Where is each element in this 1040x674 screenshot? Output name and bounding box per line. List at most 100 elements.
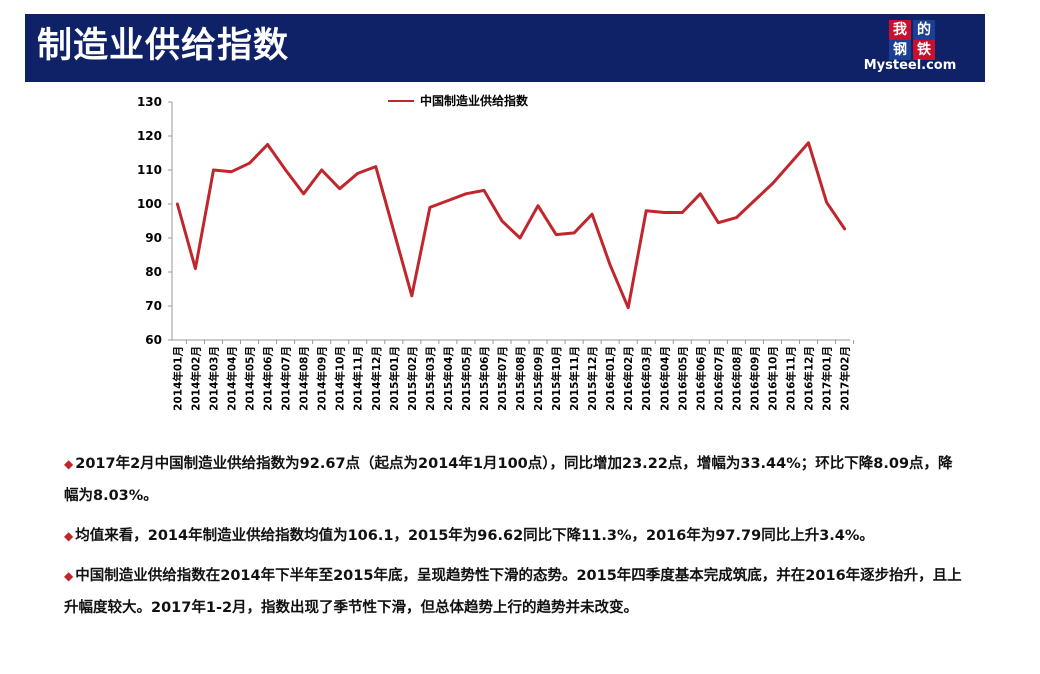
data-point	[320, 168, 323, 172]
data-point	[645, 209, 648, 212]
data-point	[230, 170, 233, 173]
data-point	[554, 233, 558, 236]
note-2: ◆ 均值来看，2014年制造业供给指数均值为106.1，2015年为96.62同比…	[64, 520, 964, 552]
note-text: 中国制造业供给指数在2014年下半年至2015年底，呈现趋势性下滑的态势。201…	[64, 568, 962, 616]
x-tick-label: 2016年02月	[622, 346, 635, 411]
data-point	[194, 267, 197, 270]
y-tick-label: 80	[145, 265, 162, 279]
page-title: 制造业供给指数	[37, 26, 290, 66]
y-tick-label: 120	[137, 129, 162, 143]
x-tick-label: 2015年12月	[586, 346, 599, 411]
data-point	[627, 306, 630, 309]
logo-text: Mysteel.com	[863, 58, 957, 73]
data-point	[843, 227, 846, 231]
data-point	[428, 206, 432, 209]
bullet-icon: ◆	[64, 457, 74, 471]
chart-legend: 中国制造业供给指数	[388, 92, 528, 109]
x-tick-label: 2016年08月	[730, 346, 743, 411]
x-tick-label: 2016年11月	[784, 346, 797, 411]
data-point	[717, 221, 720, 224]
data-point	[284, 168, 287, 172]
data-point	[825, 201, 828, 204]
x-tick-label: 2014年07月	[280, 346, 293, 411]
bullet-icon: ◆	[64, 529, 74, 543]
x-tick-label: 2017年02月	[839, 346, 852, 411]
logo-char-4: 铁	[913, 40, 935, 60]
x-tick-label: 2014年12月	[370, 346, 383, 411]
x-tick-label: 2014年06月	[262, 346, 275, 411]
data-point	[374, 165, 377, 168]
data-point	[608, 264, 612, 267]
data-point	[212, 168, 215, 172]
y-tick-label: 60	[145, 333, 162, 347]
data-point	[266, 143, 269, 146]
x-tick-label: 2015年07月	[496, 346, 509, 411]
data-point	[176, 202, 179, 206]
x-tick-label: 2015年02月	[406, 346, 419, 411]
bullet-icon: ◆	[64, 569, 74, 583]
x-tick-label: 2015年08月	[514, 346, 527, 411]
data-point	[753, 199, 756, 202]
header-bar: 制造业供给指数 我 的 钢 铁 Mysteel.com	[25, 14, 985, 82]
x-tick-label: 2015年06月	[478, 346, 491, 411]
data-point	[590, 213, 594, 216]
data-point	[572, 231, 576, 235]
data-point	[248, 162, 251, 165]
y-tick-label: 110	[137, 163, 162, 177]
note-text: 2017年2月中国制造业供给指数为92.67点（起点为2014年1月100点），…	[64, 456, 953, 504]
x-tick-label: 2016年07月	[712, 346, 725, 411]
x-tick-label: 2016年09月	[748, 346, 761, 411]
x-tick-label: 2017年01月	[821, 346, 834, 411]
x-tick-label: 2014年02月	[189, 346, 202, 411]
data-point	[536, 204, 540, 207]
data-point	[735, 216, 738, 219]
x-tick-label: 2015年01月	[388, 346, 401, 411]
x-tick-label: 2016年12月	[803, 346, 816, 411]
data-point	[699, 192, 702, 195]
data-point	[410, 294, 414, 297]
x-tick-label: 2015年05月	[460, 346, 473, 411]
x-tick-label: 2014年08月	[298, 346, 311, 411]
x-tick-label: 2015年09月	[532, 346, 545, 411]
x-tick-label: 2014年05月	[244, 346, 257, 411]
y-tick-label: 100	[137, 197, 162, 211]
data-point	[500, 219, 504, 223]
note-text: 均值来看，2014年制造业供给指数均值为106.1，2015年为96.62同比下…	[75, 528, 874, 544]
logo-char-1: 我	[889, 20, 911, 40]
data-point	[681, 211, 684, 214]
note-3: ◆ 中国制造业供给指数在2014年下半年至2015年底，呈现趋势性下滑的态势。20…	[64, 560, 964, 624]
x-tick-label: 2016年01月	[604, 346, 617, 411]
data-point	[482, 189, 486, 192]
data-point	[518, 236, 522, 240]
x-tick-label: 2016年05月	[676, 346, 689, 411]
data-point	[338, 187, 341, 190]
x-tick-label: 2014年04月	[226, 346, 239, 411]
note-1: ◆ 2017年2月中国制造业供给指数为92.67点（起点为2014年1月100点）…	[64, 448, 964, 512]
data-point	[392, 230, 395, 233]
x-tick-label: 2014年11月	[352, 346, 365, 411]
y-tick-label: 70	[145, 299, 162, 313]
x-tick-label: 2014年03月	[207, 346, 220, 411]
series-line	[175, 141, 847, 310]
logo-char-2: 的	[913, 20, 935, 40]
legend-line-icon	[388, 99, 414, 102]
data-point	[807, 141, 810, 144]
slide: 制造业供给指数 我 的 钢 铁 Mysteel.com	[25, 14, 985, 659]
data-point	[446, 199, 450, 202]
data-point	[789, 162, 792, 165]
x-tick-label: 2016年10月	[766, 346, 779, 411]
x-tick-label: 2014年09月	[316, 346, 329, 411]
x-tick-label: 2015年04月	[442, 346, 455, 411]
x-tick-label: 2016年03月	[640, 346, 653, 411]
data-point	[356, 172, 359, 175]
line-chart: 60 70 80 90 100 110 120 130 2014年01月 2014年02月 2014…	[137, 95, 855, 411]
y-tick-label: 130	[137, 95, 162, 109]
legend-label: 中国制造业供给指数	[420, 94, 529, 108]
mysteel-logo: 我 的 钢 铁 Mysteel.com	[861, 20, 959, 78]
x-tick-label: 2015年10月	[550, 346, 563, 411]
data-point	[771, 182, 774, 185]
x-tick-label: 2015年03月	[424, 346, 437, 411]
y-tick-label: 90	[145, 231, 162, 245]
x-tick-label: 2016年06月	[694, 346, 707, 411]
data-point	[663, 211, 666, 214]
